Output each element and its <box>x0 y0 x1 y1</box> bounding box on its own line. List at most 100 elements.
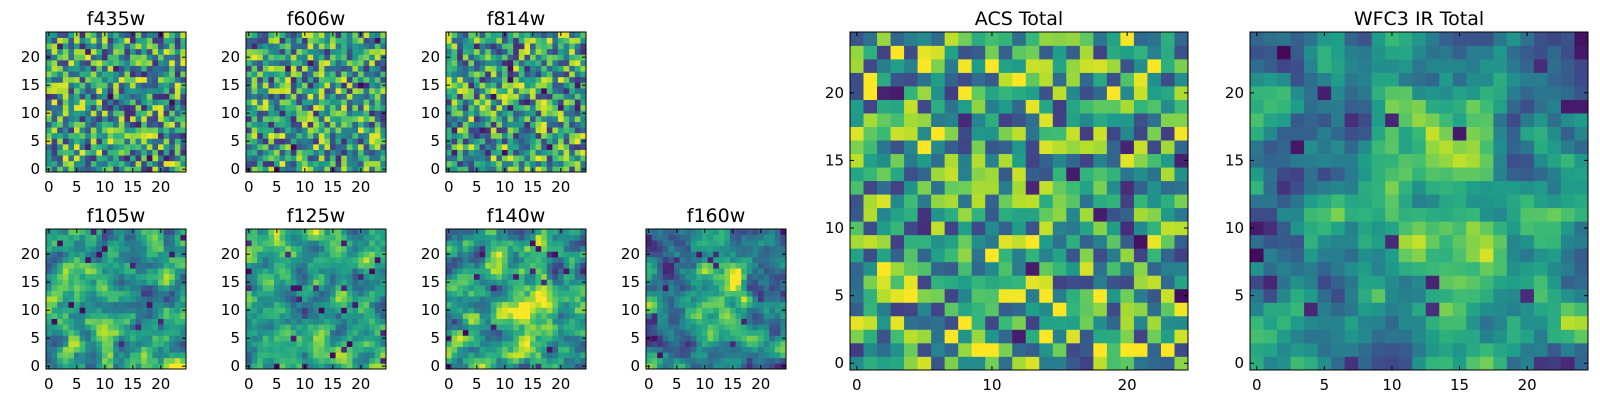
heatmap-cell <box>246 121 252 128</box>
heatmap-cell <box>662 341 669 347</box>
heatmap-cell <box>713 234 720 241</box>
heatmap-cell <box>490 54 497 61</box>
heatmap-cell <box>563 290 570 297</box>
heatmap-cell <box>985 275 1000 290</box>
heatmap-cell <box>541 341 548 347</box>
heatmap-cell <box>313 307 320 314</box>
heatmap-cell <box>530 76 536 83</box>
heatmap-cell <box>662 329 669 336</box>
heatmap-cell <box>474 251 480 258</box>
heatmap-cell <box>169 149 176 156</box>
heatmap-cell <box>496 43 503 50</box>
heatmap-cell <box>702 268 708 275</box>
heatmap-cell <box>741 352 748 359</box>
heatmap-cell <box>96 99 103 106</box>
x-tick-label: 15 <box>523 178 542 196</box>
heatmap-cell <box>985 167 1000 182</box>
heatmap-cell <box>569 110 576 117</box>
heatmap-cell <box>552 363 559 370</box>
heatmap-cell <box>917 194 932 209</box>
heatmap-cell <box>262 104 269 111</box>
heatmap-cell <box>380 144 387 150</box>
heatmap-cell <box>1160 221 1175 236</box>
heatmap-cell <box>318 229 325 235</box>
heatmap-cell <box>90 54 97 61</box>
heatmap-cell <box>307 346 314 353</box>
heatmap-cell <box>1106 288 1121 303</box>
heatmap-cell <box>251 160 258 167</box>
heatmap-cell <box>146 251 153 258</box>
heatmap-cell <box>530 285 536 291</box>
heatmap-cell <box>318 257 325 263</box>
heatmap-cell <box>152 357 159 364</box>
x-tick-label: 10 <box>495 178 514 196</box>
heatmap-cell <box>646 290 652 297</box>
heatmap-cell <box>496 144 503 150</box>
heatmap-cell <box>46 149 52 156</box>
heatmap-cell <box>574 138 581 145</box>
heatmap-cell <box>563 357 570 364</box>
heatmap-cell <box>90 240 97 247</box>
heatmap-cell <box>369 335 376 342</box>
heatmap-cell <box>152 132 159 139</box>
heatmap-cell <box>324 296 331 303</box>
heatmap-cell <box>141 273 148 280</box>
heatmap-cell <box>446 240 452 247</box>
heatmap-cell <box>296 318 303 325</box>
heatmap-cell <box>496 352 503 359</box>
heatmap-cell <box>68 234 75 241</box>
heatmap-cell <box>541 60 548 66</box>
heatmap-cell <box>696 341 703 347</box>
heatmap-cell <box>152 262 159 269</box>
heatmap-cell <box>769 296 776 303</box>
heatmap-cell <box>51 307 58 314</box>
heatmap-cell <box>79 160 86 167</box>
heatmap-cell <box>141 363 148 370</box>
heatmap-cell <box>746 313 753 319</box>
heatmap-cell <box>158 352 164 359</box>
heatmap-cell <box>735 318 742 325</box>
heatmap-cell <box>74 155 80 162</box>
heatmap-cell <box>268 346 275 353</box>
heatmap-cell <box>346 363 353 370</box>
heatmap-cell <box>752 279 759 286</box>
heatmap-cell <box>850 356 864 371</box>
heatmap-cell <box>724 234 731 241</box>
heatmap-cell <box>330 307 336 314</box>
heatmap-cell <box>657 285 664 291</box>
heatmap-cell <box>369 346 376 353</box>
heatmap-cell <box>696 357 703 364</box>
heatmap-cell <box>1012 248 1027 263</box>
heatmap-cell <box>546 116 553 122</box>
heatmap-cell <box>158 127 164 134</box>
heatmap-cell <box>985 221 1000 236</box>
heatmap-cell <box>346 313 353 319</box>
heatmap-cell <box>158 88 164 94</box>
heatmap-cell <box>490 296 497 303</box>
heatmap-cell <box>152 324 159 331</box>
heatmap-cell <box>713 301 720 308</box>
heatmap-cell <box>468 290 475 297</box>
heatmap-cell <box>113 268 120 275</box>
heatmap-cell <box>763 273 770 280</box>
heatmap-cell <box>674 268 680 275</box>
heatmap-cell <box>668 285 675 291</box>
heatmap-cell <box>479 43 486 50</box>
heatmap-cell <box>552 54 559 61</box>
heatmap-cell <box>513 149 520 156</box>
heatmap-cell <box>746 341 753 347</box>
heatmap-cell <box>341 144 348 150</box>
heatmap-cell <box>285 240 292 247</box>
heatmap-cell <box>330 318 336 325</box>
heatmap-cell <box>468 121 475 128</box>
heatmap-cell <box>552 262 559 269</box>
heatmap-cell <box>62 93 69 100</box>
heatmap-cell <box>313 341 320 347</box>
heatmap-cell <box>558 240 564 247</box>
heatmap-cell <box>524 346 531 353</box>
heatmap-cell <box>485 144 492 150</box>
heatmap-cell <box>1066 207 1081 222</box>
heatmap-cell <box>146 93 153 100</box>
heatmap-cell <box>780 341 787 347</box>
heatmap-cell <box>180 301 187 308</box>
